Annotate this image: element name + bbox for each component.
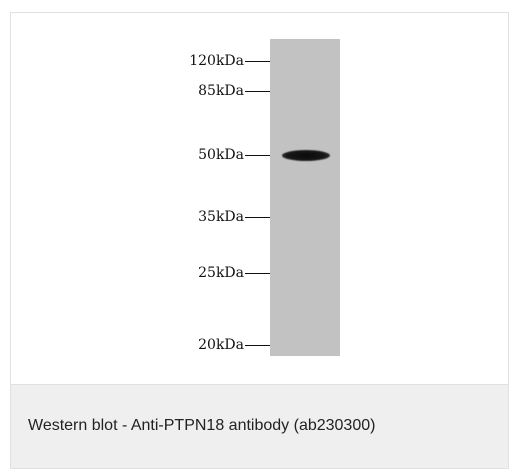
marker-tick xyxy=(245,344,270,346)
protein-band xyxy=(282,150,330,161)
marker-label: 25kDa xyxy=(198,265,244,281)
marker-120kda: 120kDa xyxy=(151,53,270,69)
marker-25kda: 25kDa xyxy=(151,265,270,281)
marker-20kda: 20kDa xyxy=(151,337,270,353)
marker-tick xyxy=(245,154,270,156)
marker-85kda: 85kDa xyxy=(151,83,270,99)
marker-label: 85kDa xyxy=(198,83,244,99)
marker-label: 20kDa xyxy=(198,337,244,353)
marker-label: 35kDa xyxy=(198,209,244,225)
marker-tick xyxy=(245,60,270,62)
western-blot-image: 120kDa 85kDa 50kDa 35kDa 25kDa 20kDa xyxy=(11,13,508,384)
marker-50kda: 50kDa xyxy=(151,147,270,163)
figure-card: 120kDa 85kDa 50kDa 35kDa 25kDa 20kDa Wes… xyxy=(10,12,509,469)
figure-caption: Western blot - Anti-PTPN18 antibody (ab2… xyxy=(28,417,376,434)
marker-tick xyxy=(245,272,270,274)
marker-tick xyxy=(245,216,270,218)
marker-tick xyxy=(245,90,270,92)
blot-lane xyxy=(270,39,340,356)
marker-label: 120kDa xyxy=(189,53,244,69)
caption-bar: Western blot - Anti-PTPN18 antibody (ab2… xyxy=(11,384,508,468)
marker-label: 50kDa xyxy=(198,147,244,163)
marker-35kda: 35kDa xyxy=(151,209,270,225)
